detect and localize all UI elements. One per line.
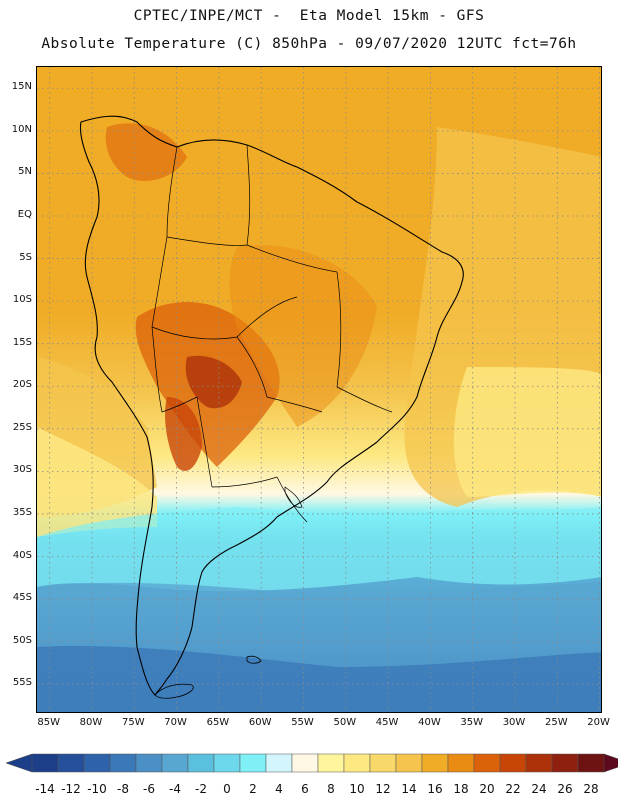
longitude-label: 35W xyxy=(460,717,484,728)
colorbar-tick-label: 12 xyxy=(375,782,391,796)
colorbar-swatch xyxy=(525,753,553,773)
latitude-label: 55S xyxy=(12,677,32,689)
colorbar-swatch xyxy=(499,753,527,773)
longitude-label: 60W xyxy=(248,717,272,728)
longitude-label: 45W xyxy=(375,717,399,728)
longitude-label: 30W xyxy=(502,717,526,728)
colorbar-tick-label: 10 xyxy=(349,782,365,796)
colorbar-tick-label: -2 xyxy=(195,782,207,796)
falkland-islands xyxy=(246,655,262,664)
latitude-label: 10S xyxy=(12,294,32,306)
hot-core-bolivia xyxy=(185,355,242,409)
latitude-label: 10N xyxy=(11,123,32,135)
latitude-label: 15N xyxy=(11,81,32,93)
colorbar-under-arrow xyxy=(5,753,33,773)
map-title-line1: CPTEC/INPE/MCT - Eta Model 15km - GFS xyxy=(133,8,485,24)
colorbar-tick-label: 4 xyxy=(275,782,283,796)
colorbar-swatch xyxy=(343,753,371,773)
latitude-label: 25S xyxy=(12,421,32,433)
colorbar-tick-label: 0 xyxy=(223,782,231,796)
colorbar-swatch xyxy=(395,753,423,773)
hot-zone-chaco xyxy=(165,397,202,471)
colorbar-swatch xyxy=(31,753,59,773)
colorbar-tick-label: 24 xyxy=(531,782,547,796)
map-canvas xyxy=(37,67,601,712)
latitude-label: 15S xyxy=(12,336,32,348)
colorbar-swatch xyxy=(369,753,397,773)
pacific-yellow-zone xyxy=(37,427,157,537)
longitude-label: 40W xyxy=(418,717,441,728)
temperature-map xyxy=(36,66,602,713)
colorbar-tick-label: 8 xyxy=(327,782,335,796)
longitude-label: 25W xyxy=(545,717,568,728)
colorbar-tick-label: -10 xyxy=(87,782,107,796)
colorbar-swatch xyxy=(213,753,241,773)
colorbar-tick-label: -6 xyxy=(143,782,155,796)
latitude-label: 20S xyxy=(12,379,32,391)
warm-zone-brazil xyxy=(229,245,377,427)
colorbar-swatch xyxy=(473,753,501,773)
colorbar-swatch xyxy=(577,753,605,773)
lagoa-dos-patos xyxy=(284,486,303,508)
warm-band-north xyxy=(37,67,601,127)
colorbar-swatch xyxy=(317,753,345,773)
atlantic-yellow-zone xyxy=(453,367,601,497)
colorbar-swatch xyxy=(447,753,475,773)
tierra-del-fuego xyxy=(154,683,194,699)
colorbar-tick-label: -8 xyxy=(117,782,129,796)
colorbar-swatch xyxy=(421,753,449,773)
longitude-label: 85W xyxy=(37,717,60,728)
colorbar-tick-label: 18 xyxy=(453,782,469,796)
colorbar-tick-label: 28 xyxy=(583,782,599,796)
hot-zone-venezuela xyxy=(105,123,187,181)
colorbar-swatch xyxy=(161,753,189,773)
longitude-label: 20W xyxy=(587,717,610,728)
colorbar-tick-label: 22 xyxy=(505,782,521,796)
latitude-label: 40S xyxy=(12,549,32,561)
colorbar-swatch xyxy=(135,753,163,773)
latitude-label: 5S xyxy=(19,251,32,263)
temperature-colorbar xyxy=(5,753,618,773)
longitude-label: 70W xyxy=(164,717,187,728)
longitude-label: 55W xyxy=(291,717,314,728)
longitude-label: 50W xyxy=(333,717,357,728)
south-america-coastline xyxy=(79,115,464,696)
colorbar-swatch xyxy=(265,753,293,773)
colorbar-tick-label: 16 xyxy=(427,782,443,796)
longitude-label: 75W xyxy=(121,717,145,728)
longitude-label: 65W xyxy=(206,717,230,728)
colorbar-over-arrow xyxy=(603,753,618,773)
latitude-label: 5N xyxy=(18,166,32,178)
colorbar-swatch xyxy=(83,753,111,773)
longitude-label: 80W xyxy=(79,717,103,728)
colorbar-tick-label: 6 xyxy=(301,782,309,796)
colorbar-swatch xyxy=(109,753,137,773)
cold-front-zone xyxy=(37,507,601,592)
colorbar-swatch xyxy=(551,753,579,773)
colorbar-swatch xyxy=(291,753,319,773)
colorbar-swatch xyxy=(239,753,267,773)
latitude-label: 35S xyxy=(12,506,32,518)
colorbar-tick-label: 26 xyxy=(557,782,573,796)
colorbar-swatch xyxy=(57,753,85,773)
colorbar-tick-label: 20 xyxy=(479,782,495,796)
country-borders xyxy=(151,144,393,523)
latitude-label: EQ xyxy=(17,208,32,220)
colorbar-swatch xyxy=(187,753,215,773)
latitude-label: 30S xyxy=(12,464,32,476)
latitude-label: 50S xyxy=(12,634,32,646)
map-title-line2: Absolute Temperature (C) 850hPa - 09/07/… xyxy=(41,36,577,52)
colorbar-tick-label: -12 xyxy=(61,782,81,796)
colorbar-tick-label: -14 xyxy=(35,782,55,796)
colorbar-tick-label: -4 xyxy=(169,782,181,796)
colorbar-tick-label: 14 xyxy=(401,782,417,796)
latitude-label: 45S xyxy=(12,592,32,604)
colorbar-tick-label: 2 xyxy=(249,782,257,796)
